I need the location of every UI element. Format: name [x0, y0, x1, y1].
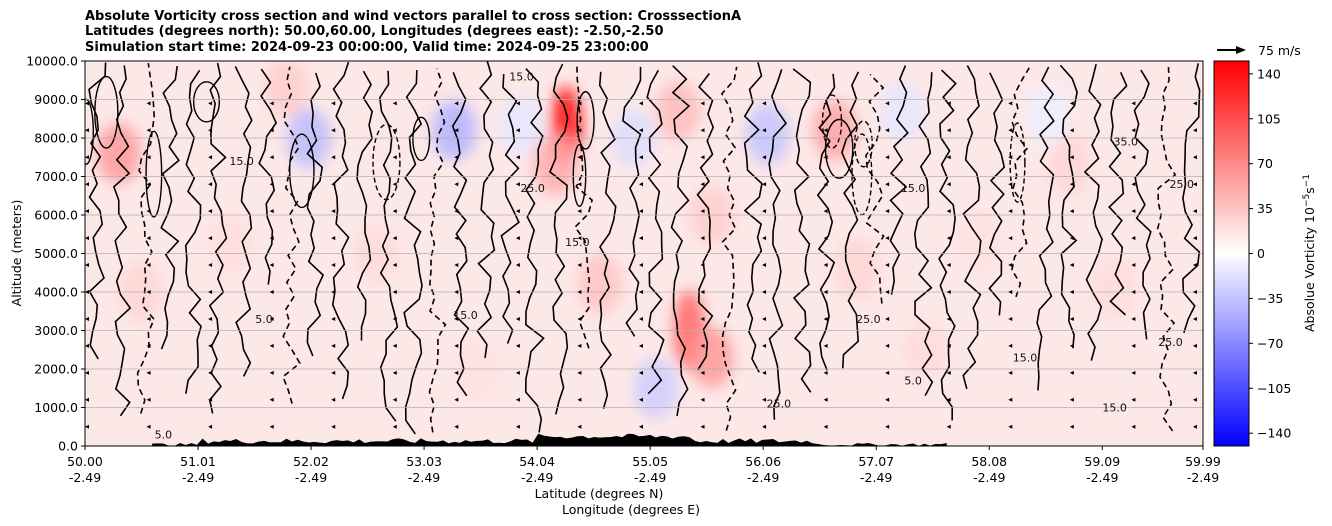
contour-label: 25.0 — [1158, 336, 1183, 349]
vorticity-blob — [264, 58, 308, 118]
vorticity-blob — [1093, 258, 1137, 318]
y-tick-label: 8000.0 — [34, 131, 78, 146]
contour-label: 25.0 — [767, 398, 792, 411]
y-tick-label: 10000.0 — [26, 54, 78, 69]
x-tick-label-lon: -2.49 — [634, 470, 666, 485]
contour-label: 15.0 — [1102, 401, 1127, 414]
colorbar-label: Absolue Vorticity 10−5s−1 — [1302, 174, 1317, 332]
contour-label: 5.0 — [255, 313, 273, 326]
contour-label: 15.0 — [901, 182, 926, 195]
x-tick-label-lat: 52.02 — [293, 454, 329, 469]
x-tick-label-lat: 54.04 — [519, 454, 555, 469]
contour-label: 25.0 — [1169, 178, 1194, 191]
x-tick-label-lon: -2.49 — [1086, 470, 1118, 485]
colorbar-tick-label: −105 — [1257, 381, 1291, 396]
colorbar-gradient — [1214, 61, 1249, 446]
x-tick-label-lon: -2.49 — [69, 470, 101, 485]
colorbar-tick-label: 140 — [1257, 66, 1281, 81]
x-tick-label-lon: -2.49 — [860, 470, 892, 485]
plot-area: 5.0 15.0 25.0 25.0 15.0 15.0 15.0 25.0 35.0 15.0 2… — [79, 58, 1203, 446]
y-tick-label: 4000.0 — [34, 285, 78, 300]
x-axis: 50.00-2.4951.01-2.4952.02-2.4953.03-2.49… — [67, 446, 1221, 485]
vorticity-blob — [835, 239, 879, 299]
x-tick-label-lon: -2.49 — [973, 470, 1005, 485]
colorbar-tick-label: −140 — [1257, 426, 1291, 441]
y-axis-label: Altitude (meters) — [9, 200, 24, 307]
x-tick-label-lat: 56.06 — [745, 454, 781, 469]
x-axis-label-longitude: Longitude (degrees E) — [562, 502, 700, 517]
colorbar-ticks: 140 105 70 35 0 −35 −70 −105 −140 — [1249, 66, 1291, 440]
x-tick-label-lon: -2.49 — [182, 470, 214, 485]
x-tick-label-lon: -2.49 — [295, 470, 327, 485]
colorbar-tick-label: 70 — [1257, 156, 1273, 171]
y-tick-label: 7000.0 — [34, 169, 78, 184]
x-tick-label-lat: 51.01 — [180, 454, 216, 469]
y-tick-label: 9000.0 — [34, 92, 78, 107]
colorbar-tick-label: −35 — [1257, 291, 1283, 306]
quiver-key: 75 m/s — [1217, 43, 1301, 58]
vorticity-blob — [1025, 85, 1069, 145]
contour-label: 15.0 — [509, 70, 534, 83]
vorticity-blob — [97, 123, 141, 183]
y-tick-label: 0.0 — [58, 439, 78, 454]
contour-label: 15.0 — [453, 309, 478, 322]
vorticity-blob — [690, 327, 734, 387]
x-tick-label-lon: -2.49 — [1187, 470, 1219, 485]
x-tick-label-lon: -2.49 — [521, 470, 553, 485]
y-tick-label: 2000.0 — [34, 362, 78, 377]
x-tick-label-lon: -2.49 — [747, 470, 779, 485]
x-tick-label-lon: -2.49 — [408, 470, 440, 485]
colorbar: 140 105 70 35 0 −35 −70 −105 −140 Absolue Vortic… — [1214, 61, 1317, 446]
vorticity-blob — [499, 96, 543, 156]
contour-label: 35.0 — [1114, 136, 1139, 149]
contour-label: 25.0 — [520, 182, 545, 195]
contour-label: 5.0 — [155, 428, 173, 441]
y-axis: 0.0 1000.0 2000.0 3000.0 4000.0 5000.0 6000.0 7… — [26, 54, 85, 454]
x-tick-label-lat: 59.09 — [1084, 454, 1120, 469]
x-tick-label-lat: 53.03 — [406, 454, 442, 469]
y-tick-label: 1000.0 — [34, 400, 78, 415]
vorticity-blob — [880, 81, 924, 141]
contour-label: 25.0 — [856, 313, 881, 326]
x-tick-label-lat: 57.07 — [858, 454, 894, 469]
quiver-key-label: 75 m/s — [1258, 43, 1301, 58]
y-tick-label: 6000.0 — [34, 208, 78, 223]
vorticity-blob — [656, 81, 700, 141]
x-tick-label-lat: 50.00 — [67, 454, 103, 469]
colorbar-tick-label: 0 — [1257, 246, 1265, 261]
x-tick-label-lat: 58.08 — [971, 454, 1007, 469]
y-tick-label: 3000.0 — [34, 323, 78, 338]
x-tick-label-lat: 55.05 — [632, 454, 668, 469]
figure-canvas: 5.0 15.0 25.0 25.0 15.0 15.0 15.0 25.0 35.0 15.0 2… — [0, 0, 1332, 526]
y-tick-label: 5000.0 — [34, 246, 78, 261]
contour-label: 15.0 — [1013, 351, 1038, 364]
contour-label: 15.0 — [565, 236, 590, 249]
contour-label: 15.0 — [229, 155, 254, 168]
vorticity-blob — [746, 104, 790, 164]
x-axis-label-latitude: Latitude (degrees N) — [535, 486, 664, 501]
quiver-key-arrowhead — [1236, 46, 1246, 54]
vorticity-blob — [634, 358, 678, 418]
x-tick-label-lat: 59.99 — [1185, 454, 1221, 469]
contour-label: 5.0 — [904, 374, 922, 387]
colorbar-tick-label: 105 — [1257, 111, 1281, 126]
vorticity-blob — [578, 254, 622, 314]
colorbar-tick-label: 35 — [1257, 201, 1273, 216]
colorbar-tick-label: −70 — [1257, 336, 1283, 351]
vorticity-blob — [208, 216, 252, 276]
